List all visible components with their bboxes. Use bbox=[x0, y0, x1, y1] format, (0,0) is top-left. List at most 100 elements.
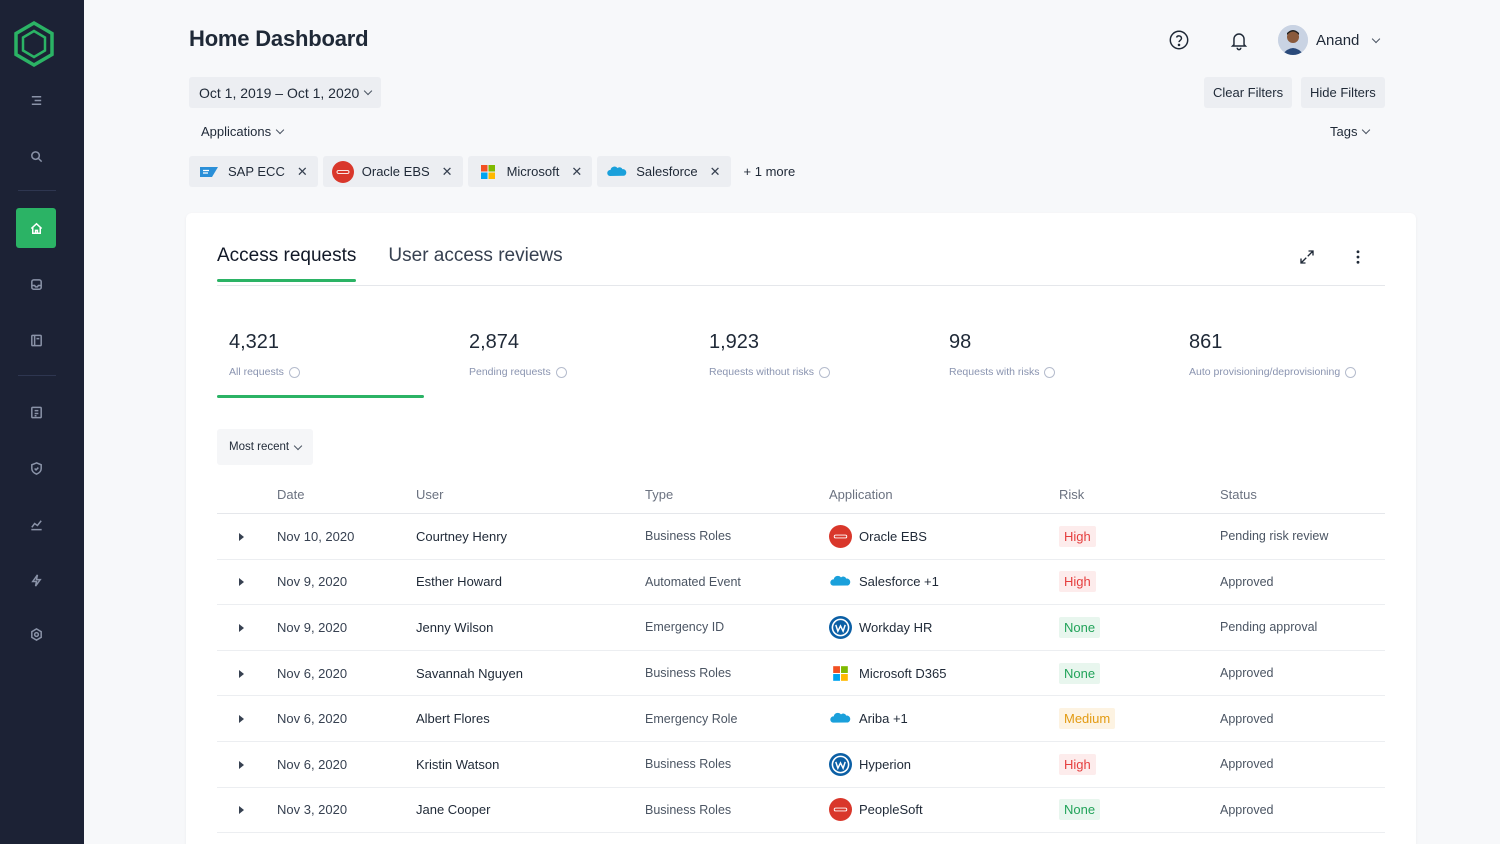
cell-date: Nov 6, 2020 bbox=[277, 756, 348, 772]
close-icon[interactable]: ✕ bbox=[296, 163, 308, 179]
oracle-icon bbox=[829, 524, 852, 548]
info-icon[interactable] bbox=[819, 366, 831, 378]
cell-status: Pending risk review bbox=[1220, 529, 1329, 544]
help-icon[interactable] bbox=[1165, 26, 1193, 54]
cell-status: Approved bbox=[1220, 757, 1274, 772]
sap-icon bbox=[198, 161, 220, 183]
date-range-picker[interactable]: Oct 1, 2019 – Oct 1, 2020 bbox=[189, 77, 382, 108]
sidebar-item-inbox[interactable] bbox=[16, 264, 56, 304]
table-row[interactable]: Nov 10, 2020 Courtney Henry Business Roles… bbox=[217, 514, 1385, 560]
salesforce-icon bbox=[829, 707, 852, 730]
menu-icon bbox=[31, 95, 41, 105]
search-icon bbox=[30, 150, 42, 162]
risk-badge: Medium bbox=[1059, 708, 1116, 730]
home-icon bbox=[30, 222, 42, 234]
table-row[interactable]: Nov 6, 2020 Kristin Watson Business Roles H… bbox=[217, 742, 1385, 788]
cell-date: Nov 9, 2020 bbox=[277, 574, 348, 590]
book-icon bbox=[30, 334, 42, 346]
close-icon[interactable]: ✕ bbox=[441, 163, 453, 179]
close-icon[interactable]: ✕ bbox=[709, 163, 721, 179]
filter-chip[interactable]: Microsoft ✕ bbox=[467, 156, 593, 187]
sidebar-item-bolt[interactable] bbox=[16, 560, 56, 600]
sidebar-item-home[interactable] bbox=[16, 208, 56, 248]
cell-date: Nov 9, 2020 bbox=[277, 619, 348, 635]
column-header-type[interactable]: Type bbox=[645, 486, 674, 502]
column-header-application[interactable]: Application bbox=[829, 486, 893, 502]
sidebar-divider bbox=[18, 375, 56, 376]
stat-card[interactable]: 4,321 All requests bbox=[217, 331, 424, 378]
sidebar-item-chart[interactable] bbox=[16, 504, 56, 544]
column-header-date[interactable]: Date bbox=[277, 486, 305, 502]
stat-value: 1,923 bbox=[709, 331, 760, 353]
avatar bbox=[1278, 25, 1308, 55]
stat-card[interactable]: 98 Requests with risks bbox=[937, 331, 1144, 378]
tags-label: Tags bbox=[1330, 124, 1358, 139]
sidebar-item-report[interactable] bbox=[16, 392, 56, 432]
stat-card[interactable]: 2,874 Pending requests bbox=[457, 331, 664, 378]
cell-type: Automated Event bbox=[645, 574, 741, 589]
cell-status: Pending approval bbox=[1220, 620, 1318, 635]
stat-value: 861 bbox=[1189, 331, 1223, 353]
stat-card[interactable]: 861 Auto provisioning/deprovisioning bbox=[1177, 331, 1384, 378]
tab-user-access-reviews[interactable]: User access reviews bbox=[388, 245, 563, 266]
expand-row-button[interactable] bbox=[217, 666, 277, 681]
bell-icon[interactable] bbox=[1225, 26, 1253, 54]
user-menu[interactable]: Anand bbox=[1278, 24, 1381, 56]
info-icon[interactable] bbox=[555, 366, 567, 378]
clear-filters-button[interactable]: Clear Filters bbox=[1204, 77, 1293, 108]
tab-access-requests[interactable]: Access requests bbox=[217, 245, 357, 282]
chart-icon bbox=[30, 519, 42, 530]
tags-dropdown[interactable]: Tags bbox=[1330, 124, 1371, 139]
expand-row-button[interactable] bbox=[217, 757, 277, 772]
shield-icon bbox=[30, 461, 42, 475]
expand-row-button[interactable] bbox=[217, 711, 277, 726]
expand-row-button[interactable] bbox=[217, 529, 277, 544]
sidebar-item-shield[interactable] bbox=[16, 448, 56, 488]
date-range-label: Oct 1, 2019 – Oct 1, 2020 bbox=[199, 84, 360, 101]
sidebar-item-book[interactable] bbox=[16, 320, 56, 360]
microsoft-icon bbox=[477, 161, 499, 183]
info-icon[interactable] bbox=[1044, 366, 1056, 378]
caret-right-icon bbox=[239, 623, 244, 632]
applications-dropdown[interactable]: Applications bbox=[201, 124, 285, 139]
sidebar-item-search[interactable] bbox=[16, 136, 56, 176]
filter-chip[interactable]: SAP ECC ✕ bbox=[189, 156, 318, 187]
expand-row-button[interactable] bbox=[217, 574, 277, 589]
table-row[interactable]: Nov 6, 2020 Albert Flores Emergency Role Ar… bbox=[217, 696, 1385, 742]
risk-badge: High bbox=[1059, 571, 1096, 593]
risk-badge: None bbox=[1059, 799, 1101, 821]
table-header: Date User Type Application Risk Status bbox=[217, 475, 1385, 514]
more-chips-link[interactable]: + 1 more bbox=[743, 164, 796, 179]
hexagon-logo[interactable] bbox=[12, 20, 56, 68]
chip-label: SAP ECC bbox=[228, 164, 285, 179]
sidebar-item-settings[interactable] bbox=[16, 614, 56, 654]
table-row[interactable]: Nov 3, 2020 Jane Cooper Business Roles Peop… bbox=[217, 788, 1385, 834]
table-row[interactable]: Nov 9, 2020 Esther Howard Automated Event S… bbox=[217, 560, 1385, 606]
more-options-icon[interactable] bbox=[1346, 245, 1370, 269]
cell-type: Business Roles bbox=[645, 757, 732, 772]
bolt-icon bbox=[30, 573, 42, 587]
info-icon[interactable] bbox=[288, 366, 300, 378]
cell-user: Jenny Wilson bbox=[416, 619, 494, 635]
expand-row-button[interactable] bbox=[217, 802, 277, 817]
info-icon[interactable] bbox=[1345, 366, 1357, 378]
cell-type: Emergency Role bbox=[645, 711, 738, 726]
filter-chip[interactable]: Oracle EBS ✕ bbox=[322, 156, 463, 187]
column-header-risk[interactable]: Risk bbox=[1059, 486, 1085, 502]
sidebar-item-menu[interactable] bbox=[16, 80, 56, 120]
cell-type: Business Roles bbox=[645, 666, 732, 681]
stat-card[interactable]: 1,923 Requests without risks bbox=[697, 331, 904, 378]
table-row[interactable]: Nov 9, 2020 Jenny Wilson Emergency ID Workd… bbox=[217, 605, 1385, 651]
filter-chip[interactable]: Salesforce ✕ bbox=[597, 156, 731, 187]
hide-filters-button[interactable]: Hide Filters bbox=[1301, 77, 1385, 108]
column-header-status[interactable]: Status bbox=[1220, 486, 1257, 502]
sort-dropdown[interactable]: Most recent bbox=[217, 429, 314, 465]
cell-status: Approved bbox=[1220, 574, 1274, 589]
table-row[interactable]: Nov 6, 2020 Savannah Nguyen Business Roles… bbox=[217, 651, 1385, 697]
access-card: Access requests User access reviews 4,32… bbox=[186, 213, 1416, 844]
expand-row-button[interactable] bbox=[217, 620, 277, 635]
expand-icon[interactable] bbox=[1295, 245, 1319, 269]
close-icon[interactable]: ✕ bbox=[571, 163, 583, 179]
user-name: Anand bbox=[1316, 31, 1360, 49]
column-header-user[interactable]: User bbox=[416, 486, 444, 502]
